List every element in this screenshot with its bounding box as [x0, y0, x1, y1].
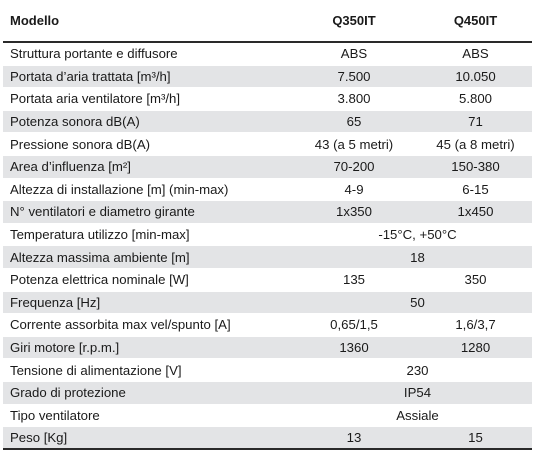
table-row: Potenza sonora dB(A) 65 71: [3, 110, 532, 134]
row-label: Tipo ventilatore: [10, 407, 100, 423]
row-value-q350it: ABS: [340, 46, 368, 62]
row-value-q350it: 1360: [339, 340, 369, 356]
row-value-q350it: 65: [346, 114, 362, 130]
row-value-q350it: 70-200: [333, 159, 375, 175]
row-value-q350it: 0,65/1,5: [330, 317, 378, 333]
row-label: Portata d’aria trattata [m³/h]: [10, 68, 171, 84]
table-body: Struttura portante e diffusore ABS ABS Port…: [3, 43, 532, 450]
row-label: Grado di protezione: [10, 385, 126, 401]
table-header: Modello Q350IT Q450IT: [3, 0, 532, 43]
row-label: Peso [Kg]: [10, 429, 68, 445]
row-value-q450it: 10.050: [455, 68, 496, 84]
row-value-shared: 50: [410, 294, 425, 310]
row-value-q450it: 150-380: [451, 159, 500, 175]
row-value-q350it: 4-9: [344, 181, 364, 197]
table-row: Temperatura utilizzo [min-max] -15°C, +50…: [3, 223, 532, 247]
row-value-q450it: 15: [468, 429, 483, 445]
row-value-q450it: 71: [468, 114, 483, 130]
table-row: Area d’influenza [m²] 70-200 150-380: [3, 155, 532, 179]
table-row: N° ventilatori e diametro girante 1x350 1x…: [3, 201, 532, 224]
row-value-q450it: 350: [464, 272, 487, 288]
header-col-a: Q350IT: [332, 13, 376, 28]
row-value-q450it: ABS: [462, 46, 489, 62]
row-label: Frequenza [Hz]: [10, 294, 101, 310]
table-row: Corrente assorbita max vel/spunto [A] 0,6…: [3, 314, 532, 337]
row-label: Tensione di alimentazione [V]: [10, 362, 182, 378]
table-row: Pressione sonora dB(A) 43 (a 5 metri) 45 (…: [3, 133, 532, 156]
row-label: Potenza sonora dB(A): [10, 114, 140, 130]
row-value-q350it: 43 (a 5 metri): [314, 136, 394, 152]
row-label: N° ventilatori e diametro girante: [10, 204, 195, 220]
table-row: Altezza massima ambiente [m] 18: [3, 246, 532, 269]
row-value-q350it: 13: [346, 429, 362, 445]
row-label: Temperatura utilizzo [min-max]: [10, 227, 190, 243]
row-value-shared: IP54: [403, 385, 432, 401]
row-value-q450it: 45 (a 8 metri): [436, 136, 515, 152]
row-value-q450it: 1x450: [457, 204, 494, 220]
table-row: Portata d’aria trattata [m³/h] 7.500 10.05…: [3, 65, 532, 89]
table-row: Struttura portante e diffusore ABS ABS: [3, 43, 532, 66]
row-label: Altezza di installazione [m] (min-max): [10, 181, 229, 197]
row-value-q450it: 6-15: [462, 181, 489, 197]
row-value-q350it: 7.500: [337, 68, 371, 84]
row-label: Altezza massima ambiente [m]: [10, 249, 190, 265]
row-label: Corrente assorbita max vel/spunto [A]: [10, 317, 231, 333]
row-value-q450it: 5.800: [458, 91, 492, 107]
table-row: Tipo ventilatore Assiale: [3, 404, 532, 428]
row-value-q350it: 135: [342, 272, 365, 288]
row-label: Struttura portante e diffusore: [10, 46, 178, 62]
row-label: Potenza elettrica nominale [W]: [10, 272, 189, 288]
table-row: Potenza elettrica nominale [W] 135 350: [3, 268, 532, 292]
row-label: Portata aria ventilatore [m³/h]: [10, 91, 181, 107]
row-value-q450it: 1280: [460, 340, 491, 356]
row-value-shared: 18: [410, 249, 425, 265]
table-row: Portata aria ventilatore [m³/h] 3.800 5.80…: [3, 88, 532, 111]
header-label: Modello: [10, 13, 60, 28]
row-label: Pressione sonora dB(A): [10, 136, 151, 152]
row-value-shared: 230: [406, 362, 429, 378]
header-col-b: Q450IT: [453, 13, 498, 28]
spec-table: Modello Q350IT Q450IT Struttura portante…: [3, 0, 532, 450]
table-row: Grado di protezione IP54: [3, 381, 532, 405]
row-label: Area d’influenza [m²]: [10, 159, 131, 175]
table-row: Tensione di alimentazione [V] 230: [3, 359, 532, 382]
table-row: Frequenza [Hz] 50: [3, 291, 532, 315]
row-value-shared: Assiale: [396, 407, 439, 423]
row-value-q350it: 3.800: [337, 91, 371, 107]
row-value-q450it: 1,6/3,7: [455, 317, 496, 333]
row-label: Giri motore [r.p.m.]: [10, 340, 120, 356]
table-row: Peso [Kg] 13 15: [3, 427, 532, 450]
row-value-shared: -15°C, +50°C: [378, 227, 457, 243]
table-row: Giri motore [r.p.m.] 1360 1280: [3, 336, 532, 360]
table-row: Altezza di installazione [m] (min-max) 4-…: [3, 178, 532, 202]
row-value-q350it: 1x350: [336, 204, 372, 220]
